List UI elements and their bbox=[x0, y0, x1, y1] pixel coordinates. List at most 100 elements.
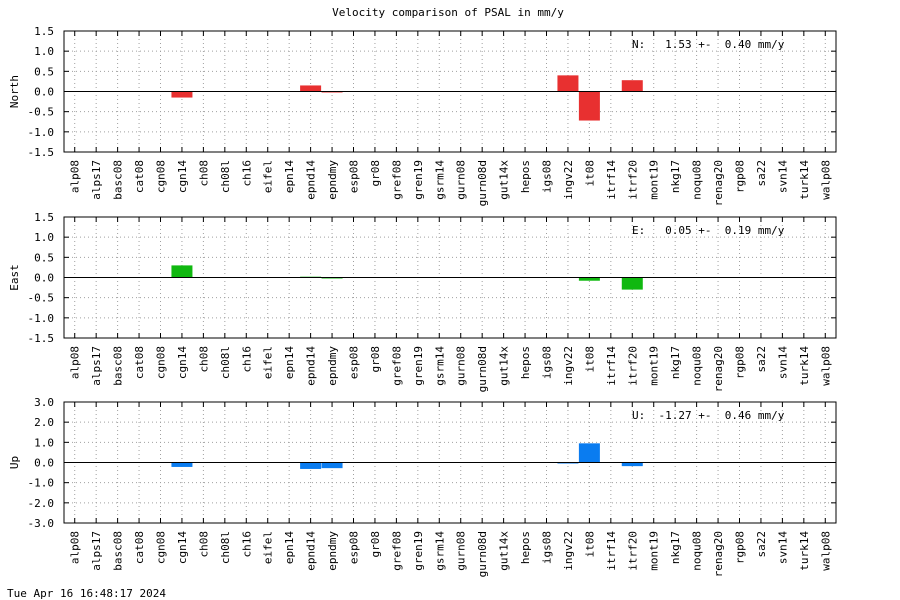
x-tick-label: nkg17 bbox=[669, 160, 682, 193]
y-tick-label: -1.0 bbox=[28, 477, 55, 490]
bar-it08 bbox=[578, 277, 600, 281]
x-tick-label: cgn08 bbox=[155, 160, 168, 193]
chart-title: Velocity comparison of PSAL in mm/y bbox=[332, 6, 564, 19]
x-tick-label: renag20 bbox=[712, 346, 725, 392]
x-tick-label: gr08 bbox=[369, 531, 382, 558]
x-tick-label: itrf20 bbox=[626, 160, 639, 200]
bar-itrf20 bbox=[621, 462, 643, 467]
x-tick-label: alp08 bbox=[69, 531, 82, 564]
bar-ingv22 bbox=[557, 75, 579, 92]
x-tick-label: ch16 bbox=[240, 160, 253, 187]
x-tick-label: itrf20 bbox=[626, 346, 639, 386]
x-tick-label: sa22 bbox=[755, 531, 768, 558]
x-tick-label: hepos bbox=[519, 346, 532, 379]
x-tick-label: renag20 bbox=[712, 531, 725, 577]
x-tick-label: svn14 bbox=[776, 160, 789, 193]
x-tick-label: epndmy bbox=[326, 160, 339, 200]
stat-annotation: N: 1.53 +- 0.40 mm/y bbox=[632, 38, 785, 51]
bar-epnd14 bbox=[300, 462, 322, 469]
x-tick-label: ch08l bbox=[219, 531, 232, 564]
x-tick-label: epn14 bbox=[283, 160, 296, 193]
y-tick-label: -1.5 bbox=[28, 146, 55, 159]
x-tick-label: ingv22 bbox=[562, 160, 575, 200]
y-axis-label: Up bbox=[8, 456, 21, 469]
x-tick-label: alps17 bbox=[90, 160, 103, 200]
x-tick-label: cat08 bbox=[133, 160, 146, 193]
x-tick-label: eifel bbox=[262, 160, 275, 193]
x-tick-label: walp08 bbox=[819, 531, 832, 571]
plot-frame bbox=[63, 216, 837, 339]
y-tick-label: 1.5 bbox=[34, 25, 54, 38]
x-tick-label: nkg17 bbox=[669, 346, 682, 379]
x-tick-label: turk14 bbox=[798, 531, 811, 571]
x-tick-label: igs08 bbox=[541, 531, 554, 564]
x-tick-label: basc08 bbox=[112, 346, 125, 386]
y-tick-label: 3.0 bbox=[34, 396, 54, 409]
x-tick-label: rgp08 bbox=[734, 346, 747, 379]
y-axis-label: East bbox=[8, 264, 21, 291]
x-tick-label: gref08 bbox=[390, 160, 403, 200]
x-tick-label: svn14 bbox=[776, 531, 789, 564]
x-tick-label: it08 bbox=[583, 531, 596, 558]
x-tick-label: eifel bbox=[262, 531, 275, 564]
y-tick-label: -0.5 bbox=[28, 106, 55, 119]
y-tick-label: -3.0 bbox=[28, 517, 55, 530]
x-tick-label: gren19 bbox=[412, 531, 425, 571]
x-tick-label: alp08 bbox=[69, 160, 82, 193]
x-tick-label: noqu08 bbox=[691, 531, 704, 571]
x-tick-label: epn14 bbox=[283, 346, 296, 379]
x-tick-label: epndmy bbox=[326, 346, 339, 386]
x-tick-label: epnd14 bbox=[305, 160, 318, 200]
x-tick-label: renag20 bbox=[712, 160, 725, 206]
x-tick-label: gurn08d bbox=[476, 346, 489, 392]
x-tick-label: rgp08 bbox=[734, 160, 747, 193]
x-tick-label: mont19 bbox=[648, 531, 661, 571]
x-tick-label: walp08 bbox=[819, 346, 832, 386]
y-tick-label: -2.0 bbox=[28, 497, 55, 510]
x-tick-label: igs08 bbox=[541, 160, 554, 193]
x-tick-label: gren19 bbox=[412, 160, 425, 200]
chart-panels: 1.5 1.0 0.5 0.0 -0.5 -1.0 -1.5 alp08 alps17 basc0… bbox=[8, 25, 837, 577]
x-tick-label: igs08 bbox=[541, 346, 554, 379]
bar-cgn14 bbox=[171, 265, 193, 278]
x-tick-label: noqu08 bbox=[691, 160, 704, 200]
x-tick-label: itrf14 bbox=[605, 531, 618, 571]
x-tick-label: hepos bbox=[519, 160, 532, 193]
x-tick-label: esp08 bbox=[348, 160, 361, 193]
x-tick-label: gut14x bbox=[498, 346, 511, 386]
x-tick-label: basc08 bbox=[112, 160, 125, 200]
x-tick-label: cgn08 bbox=[155, 531, 168, 564]
x-tick-label: gren19 bbox=[412, 346, 425, 386]
x-tick-label: alps17 bbox=[90, 346, 103, 386]
x-tick-label: mont19 bbox=[648, 160, 661, 200]
x-tick-label: gref08 bbox=[390, 531, 403, 571]
x-tick-label: ingv22 bbox=[562, 531, 575, 571]
x-tick-label: gurn08 bbox=[455, 346, 468, 386]
x-tick-label: sa22 bbox=[755, 346, 768, 373]
x-tick-label: hepos bbox=[519, 531, 532, 564]
x-tick-label: noqu08 bbox=[691, 346, 704, 386]
x-tick-label: cgn08 bbox=[155, 346, 168, 379]
x-tick-label: alp08 bbox=[69, 346, 82, 379]
x-tick-label: itrf14 bbox=[605, 346, 618, 386]
plot-frame bbox=[63, 30, 837, 153]
timestamp: Tue Apr 16 16:48:17 2024 bbox=[7, 587, 166, 600]
x-tick-label: nkg17 bbox=[669, 531, 682, 564]
y-tick-label: -1.5 bbox=[28, 332, 55, 345]
x-tick-label: turk14 bbox=[798, 160, 811, 200]
panel-east: 1.5 1.0 0.5 0.0 -0.5 -1.0 -1.5 alp08 alps17 basc0… bbox=[8, 211, 837, 392]
y-axis-label: North bbox=[8, 75, 21, 108]
x-tick-label: esp08 bbox=[348, 531, 361, 564]
y-tick-label: -1.0 bbox=[28, 126, 55, 139]
x-tick-label: ch08l bbox=[219, 160, 232, 193]
x-tick-label: gurn08d bbox=[476, 531, 489, 577]
x-tick-label: epnd14 bbox=[305, 346, 318, 386]
x-tick-label: alps17 bbox=[90, 531, 103, 571]
bar-cgn14 bbox=[171, 91, 193, 98]
y-tick-label: 0.5 bbox=[34, 251, 54, 264]
x-tick-label: mont19 bbox=[648, 346, 661, 386]
bar-itrf20 bbox=[621, 277, 643, 290]
y-tick-label: -0.5 bbox=[28, 292, 55, 305]
x-tick-label: gurn08d bbox=[476, 160, 489, 206]
y-tick-label: 1.0 bbox=[34, 436, 54, 449]
